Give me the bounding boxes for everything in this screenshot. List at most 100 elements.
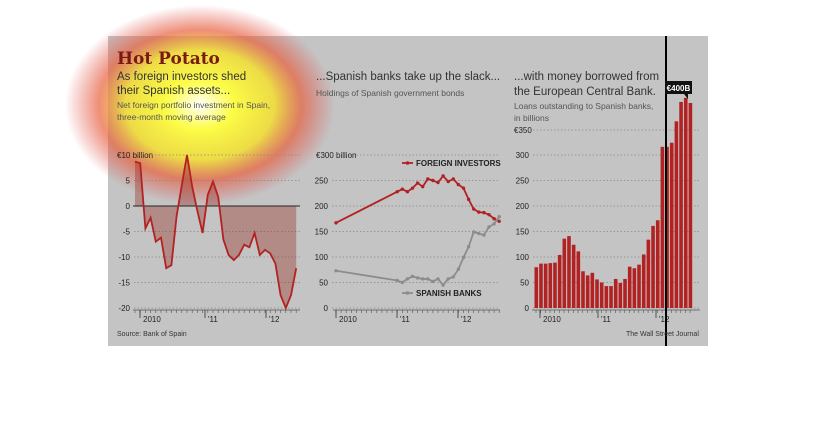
x-tick-label: '12: [269, 315, 280, 324]
foreign-investors-point: [477, 210, 481, 214]
spanish-banks-point: [395, 278, 399, 283]
main-title: Hot Potato: [117, 49, 220, 69]
spanish-banks-point: [405, 277, 410, 281]
x-tick-label: 2010: [143, 315, 161, 324]
y-tick-label: 50: [319, 279, 328, 288]
foreign-investors-point: [395, 190, 399, 194]
spanish-banks-line: [335, 216, 500, 287]
chart-ecb-loans: €350 300 250 200 150 100 50 0 2010 '11 '12 €400B: [514, 36, 700, 346]
loan-bar: [627, 266, 632, 308]
headline-2: ...Spanish banks take up the slack...: [316, 71, 500, 83]
loan-bar: [562, 238, 567, 308]
foreign-investors-legend-marker: [405, 161, 410, 165]
headline-1a: As foreign investors shed: [117, 71, 246, 83]
spanish-banks-point: [487, 225, 491, 229]
foreign-investors-point: [415, 181, 420, 185]
foreign-investors-point: [400, 187, 404, 191]
spanish-banks-legend-marker: [405, 291, 410, 295]
foreign-investors-line: [335, 174, 500, 224]
x-tick-label: '11: [208, 315, 218, 324]
spanish-banks-point: [415, 276, 420, 280]
foreign-investors-point: [461, 186, 466, 190]
y-tick-label: 0: [324, 304, 329, 313]
loan-bar: [613, 278, 618, 308]
foreign-investors-point: [441, 174, 445, 178]
y-tick-label: 200: [315, 202, 329, 211]
spanish-banks-point: [441, 283, 445, 287]
loan-bar: [595, 279, 599, 308]
loan-bar: [637, 264, 641, 308]
loan-bar: [660, 146, 665, 308]
spanish-banks-point: [492, 222, 496, 226]
subtitle-1a: Net foreign portfolio investment in Spai…: [117, 100, 270, 110]
loan-bar: [576, 251, 581, 308]
spanish-banks-point: [446, 277, 450, 281]
loan-bar: [599, 282, 604, 308]
loan-bar: [618, 283, 623, 308]
x-tick-label: '12: [461, 315, 472, 324]
x-tick-label: 2010: [339, 315, 357, 324]
loan-bar: [590, 272, 595, 308]
foreign-investors-point: [426, 177, 430, 181]
unit-label: €350: [514, 126, 532, 135]
spanish-banks-point: [410, 274, 415, 279]
y-tick-label: 0: [525, 304, 530, 313]
loan-bar: [674, 121, 679, 308]
loan-bar: [534, 267, 539, 308]
spanish-banks-point: [431, 279, 435, 284]
spanish-banks-point: [456, 267, 461, 271]
annotation-label: €400B: [667, 84, 691, 93]
net-investment-area: [135, 155, 297, 308]
foreign-investors-point: [472, 207, 476, 211]
foreign-investors-point: [410, 186, 415, 190]
y-tick-label: 150: [516, 228, 530, 237]
chart-foreign-investment: €10 billion 5 0 -5 -10 -15 -20 2010 '11 '12: [117, 151, 300, 324]
annotation-box: [665, 81, 692, 94]
spanish-banks-point: [497, 215, 501, 219]
y-tick-label: 250: [516, 177, 530, 186]
unit-label: €10 billion: [117, 151, 153, 160]
y-tick-label: -20: [118, 304, 130, 313]
loan-bar: [543, 263, 548, 308]
loan-bar: [581, 271, 585, 308]
loan-bar: [567, 236, 571, 308]
loan-bar: [669, 142, 674, 308]
loan-bar: [604, 286, 609, 308]
chart-bond-holdings: €300 billion 250 200 150 100 50 0 2010 '11 '12 FOR…: [315, 151, 502, 324]
source-note: Source: Bank of Spain: [117, 331, 187, 338]
y-tick-label: 100: [315, 253, 329, 262]
spanish-banks-point: [400, 280, 404, 285]
foreign-investors-point: [451, 177, 455, 181]
x-tick-label: 2010: [543, 315, 561, 324]
loan-bar: [665, 146, 669, 308]
credit: The Wall Street Journal: [626, 331, 699, 338]
spanish-banks-point: [477, 231, 481, 236]
headline-3a: ...with money borrowed from: [514, 71, 659, 83]
foreign-investors-point: [482, 210, 486, 215]
spanish-banks-point: [461, 255, 466, 260]
y-tick-label: 200: [516, 202, 530, 211]
headline-1b: their Spanish assets...: [117, 85, 230, 97]
loan-bar: [651, 225, 655, 308]
foreign-investors-point: [334, 221, 338, 225]
y-tick-label: -15: [118, 279, 130, 288]
loan-bar: [539, 263, 543, 308]
y-tick-label: -5: [123, 228, 131, 237]
y-tick-label: 50: [520, 279, 529, 288]
foreign-investors-point: [431, 178, 435, 183]
foreign-investors-point: [497, 219, 501, 223]
x-tick-label: '11: [601, 315, 611, 324]
spanish-banks-point: [426, 277, 430, 281]
foreign-investors-point: [436, 180, 440, 185]
y-tick-label: 150: [315, 228, 329, 237]
loan-bar: [683, 97, 688, 308]
x-tick-label: '11: [400, 315, 410, 324]
unit-label: €300 billion: [316, 151, 356, 160]
y-tick-label: 5: [126, 177, 131, 186]
loan-bar: [632, 268, 637, 308]
y-tick-label: 250: [315, 177, 329, 186]
spanish-banks-legend-label: SPANISH BANKS: [416, 289, 482, 298]
spanish-banks-point: [466, 245, 471, 249]
foreign-investors-point: [446, 179, 450, 184]
